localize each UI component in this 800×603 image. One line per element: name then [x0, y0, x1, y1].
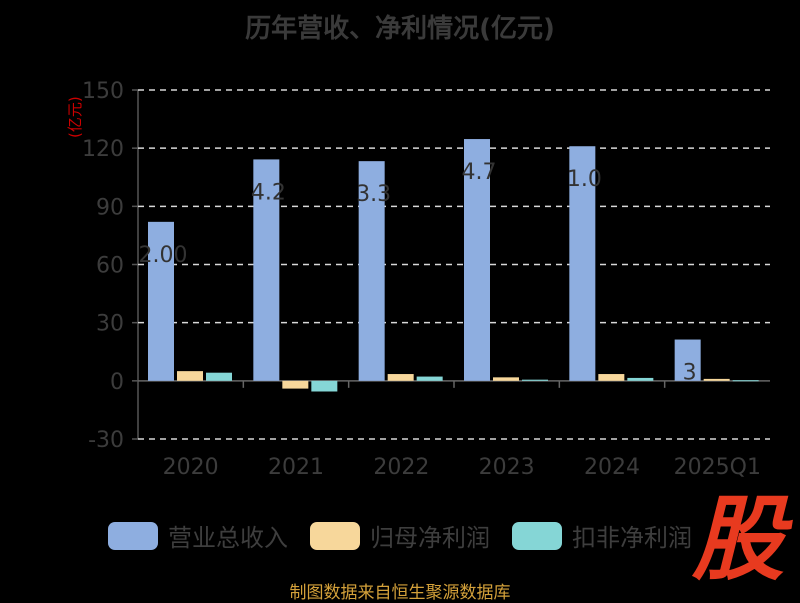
bar-net-profit: [703, 378, 730, 381]
data-label: 3.3: [356, 182, 391, 207]
bar-net-profit: [493, 377, 519, 381]
chart-title: 历年营收、净利情况(亿元): [245, 14, 555, 44]
legend-label-revenue: 营业总收入: [168, 524, 288, 552]
bar-net-profit: [598, 374, 625, 381]
y-tick-label: 60: [96, 254, 124, 279]
data-label: 2.00: [139, 243, 188, 268]
legend: 营业总收入 归母净利润 扣非净利润: [108, 518, 692, 553]
legend-swatch-revenue: [108, 521, 158, 550]
bar-deducted-profit: [311, 380, 338, 392]
x-tick-label: 2024: [584, 455, 640, 480]
x-tick-label: 2023: [479, 455, 535, 480]
bar-deducted-profit: [522, 379, 548, 381]
bar-revenue: [148, 221, 174, 381]
bar-revenue: [253, 159, 280, 381]
y-tick-label: 120: [82, 137, 124, 162]
legend-label-net-profit: 归母净利润: [370, 524, 490, 552]
bar-deducted-profit: [206, 372, 232, 381]
legend-swatch-deducted-profit: [512, 521, 562, 550]
bar-net-profit: [282, 380, 309, 389]
x-tick-label: 2022: [373, 455, 429, 480]
x-tick-label: 2025Q1: [674, 455, 761, 480]
y-tick-label: 30: [96, 312, 124, 337]
y-tick-label: 150: [82, 79, 124, 104]
y-tick-label: 0: [110, 370, 124, 395]
bar-deducted-profit: [627, 377, 654, 381]
bar-net-profit: [177, 371, 203, 381]
data-label: 3: [683, 361, 697, 386]
y-tick-label: -30: [88, 428, 124, 453]
legend-swatch-net-profit: [310, 521, 360, 550]
bar-deducted-profit: [416, 376, 443, 381]
bar-revenue: [358, 161, 385, 381]
bar-revenue: [674, 339, 701, 381]
data-label: 1.0: [567, 167, 602, 192]
x-tick-label: 2020: [163, 455, 219, 480]
data-source-note: 制图数据来自恒生聚源数据库: [289, 583, 511, 603]
data-label: 4.2: [251, 180, 286, 205]
bar-revenue: [464, 139, 490, 381]
legend-item-revenue[interactable]: 营业总收入: [108, 518, 288, 553]
bar-deducted-profit: [732, 380, 759, 382]
y-tick-label: 90: [96, 195, 124, 220]
stock-logo-watermark: 股: [692, 486, 785, 593]
legend-item-net-profit[interactable]: 归母净利润: [310, 518, 490, 553]
bar-revenue: [569, 146, 596, 381]
bar-net-profit: [387, 374, 414, 381]
x-tick-label: 2021: [268, 455, 324, 480]
legend-label-deducted-profit: 扣非净利润: [572, 524, 692, 552]
legend-item-deducted-profit[interactable]: 扣非净利润: [512, 518, 692, 553]
data-label: 4.7: [462, 160, 497, 185]
